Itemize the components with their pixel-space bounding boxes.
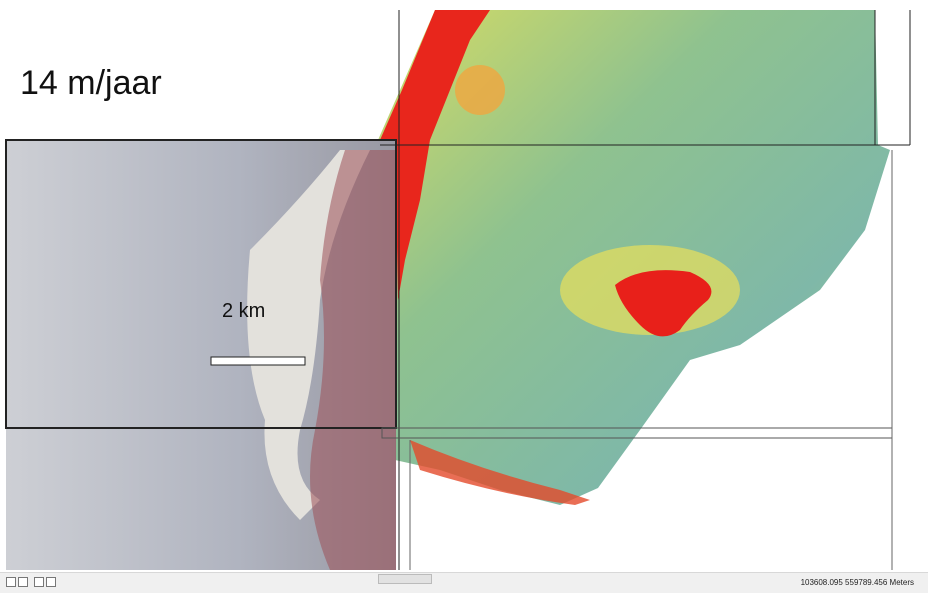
refresh-button[interactable]: [34, 577, 44, 587]
scale-label: 2 km: [222, 300, 265, 323]
data-view-button[interactable]: [18, 577, 28, 587]
map-window: 14 m/jaar 2 km 103608.095 559789.456 Met…: [0, 0, 928, 592]
annotation: 14 m/jaar: [20, 64, 162, 103]
coordinates: 103608.095 559789.456 Meters: [801, 578, 914, 587]
status-bar: 103608.095 559789.456 Meters: [0, 572, 928, 593]
pause-button[interactable]: [46, 577, 56, 587]
scroll-thumb[interactable]: [378, 574, 432, 584]
yellow-zone: [455, 65, 505, 115]
layout-view-button[interactable]: [6, 577, 16, 587]
scale-bar: [211, 357, 305, 365]
